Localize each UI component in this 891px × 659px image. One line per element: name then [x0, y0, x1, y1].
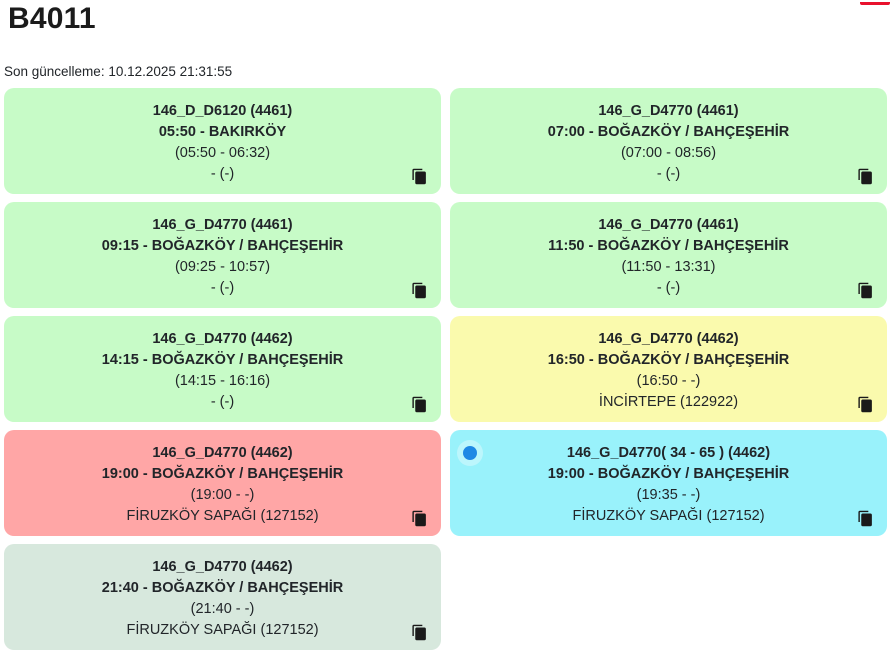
trip-card-live[interactable]: 146_G_D4770( 34 - 65 ) (4462) 19:00 - BO…	[450, 430, 887, 536]
trip-route-line: 09:15 - BOĞAZKÖY / BAHÇEŞEHİR	[101, 238, 344, 254]
trip-card[interactable]: 146_D_D6120 (4461) 05:50 - BAKIRKÖY (05:…	[4, 88, 441, 194]
trip-times-line: (09:25 - 10:57)	[174, 259, 271, 275]
trip-code-line: 146_G_D4770 (4462)	[152, 331, 293, 347]
partial-red-element	[860, 2, 890, 5]
trip-stop-line: - (-)	[210, 394, 235, 410]
trip-times-line: (19:35 - -)	[636, 487, 701, 503]
copy-icon[interactable]	[410, 281, 428, 299]
trip-stop-line: İNCİRTEPE (122922)	[598, 394, 739, 410]
trip-card[interactable]: 146_G_D4770 (4461) 11:50 - BOĞAZKÖY / BA…	[450, 202, 887, 308]
trip-card-grid: 146_D_D6120 (4461) 05:50 - BAKIRKÖY (05:…	[4, 88, 887, 650]
trip-card[interactable]: 146_G_D4770 (4461) 07:00 - BOĞAZKÖY / BA…	[450, 88, 887, 194]
trip-card[interactable]: 146_G_D4770 (4462) 21:40 - BOĞAZKÖY / BA…	[4, 544, 441, 650]
trip-route-line: 16:50 - BOĞAZKÖY / BAHÇEŞEHİR	[547, 352, 790, 368]
copy-icon[interactable]	[856, 167, 874, 185]
trip-times-line: (16:50 - -)	[636, 373, 701, 389]
trip-times-line: (21:40 - -)	[190, 601, 255, 617]
trip-code-line: 146_G_D4770( 34 - 65 ) (4462)	[566, 445, 771, 461]
copy-icon[interactable]	[410, 623, 428, 641]
trip-code-line: 146_G_D4770 (4462)	[152, 445, 293, 461]
trip-card[interactable]: 146_G_D4770 (4462) 14:15 - BOĞAZKÖY / BA…	[4, 316, 441, 422]
trip-times-line: (07:00 - 08:56)	[620, 145, 717, 161]
trip-code-line: 146_G_D4770 (4461)	[152, 217, 293, 233]
trip-stop-line: - (-)	[210, 280, 235, 296]
trip-code-line: 146_G_D4770 (4462)	[152, 559, 293, 575]
trip-route-line: 07:00 - BOĞAZKÖY / BAHÇEŞEHİR	[547, 124, 790, 140]
trip-stop-line: - (-)	[210, 166, 235, 182]
trip-route-line: 14:15 - BOĞAZKÖY / BAHÇEŞEHİR	[101, 352, 344, 368]
trip-code-line: 146_G_D4770 (4461)	[598, 103, 739, 119]
copy-icon[interactable]	[410, 167, 428, 185]
trip-stop-line: FİRUZKÖY SAPAĞI (127152)	[126, 508, 319, 524]
trip-stop-line: FİRUZKÖY SAPAĞI (127152)	[572, 508, 765, 524]
trip-card[interactable]: 146_G_D4770 (4462) 16:50 - BOĞAZKÖY / BA…	[450, 316, 887, 422]
trip-route-line: 11:50 - BOĞAZKÖY / BAHÇEŞEHİR	[548, 238, 789, 254]
copy-icon[interactable]	[856, 395, 874, 413]
last-update-text: Son güncelleme: 10.12.2025 21:31:55	[4, 64, 233, 79]
trip-times-line: (19:00 - -)	[190, 487, 255, 503]
trip-card[interactable]: 146_G_D4770 (4461) 09:15 - BOĞAZKÖY / BA…	[4, 202, 441, 308]
trip-route-line: 05:50 - BAKIRKÖY	[158, 124, 287, 140]
trip-route-line: 19:00 - BOĞAZKÖY / BAHÇEŞEHİR	[101, 466, 344, 482]
copy-icon[interactable]	[856, 281, 874, 299]
trip-route-line: 21:40 - BOĞAZKÖY / BAHÇEŞEHİR	[101, 580, 344, 596]
trip-code-line: 146_G_D4770 (4461)	[598, 217, 739, 233]
page-title: B4011	[8, 2, 96, 35]
trip-code-line: 146_D_D6120 (4461)	[152, 103, 293, 119]
trip-stop-line: - (-)	[656, 280, 681, 296]
trip-times-line: (05:50 - 06:32)	[174, 145, 271, 161]
copy-icon[interactable]	[410, 509, 428, 527]
trip-route-line: 19:00 - BOĞAZKÖY / BAHÇEŞEHİR	[547, 466, 790, 482]
trip-times-line: (14:15 - 16:16)	[174, 373, 271, 389]
trip-code-line: 146_G_D4770 (4462)	[598, 331, 739, 347]
trip-stop-line: FİRUZKÖY SAPAĞI (127152)	[126, 622, 319, 638]
trip-times-line: (11:50 - 13:31)	[621, 259, 716, 275]
live-indicator-dot	[463, 446, 477, 460]
copy-icon[interactable]	[410, 395, 428, 413]
trip-card[interactable]: 146_G_D4770 (4462) 19:00 - BOĞAZKÖY / BA…	[4, 430, 441, 536]
copy-icon[interactable]	[856, 509, 874, 527]
trip-stop-line: - (-)	[656, 166, 681, 182]
